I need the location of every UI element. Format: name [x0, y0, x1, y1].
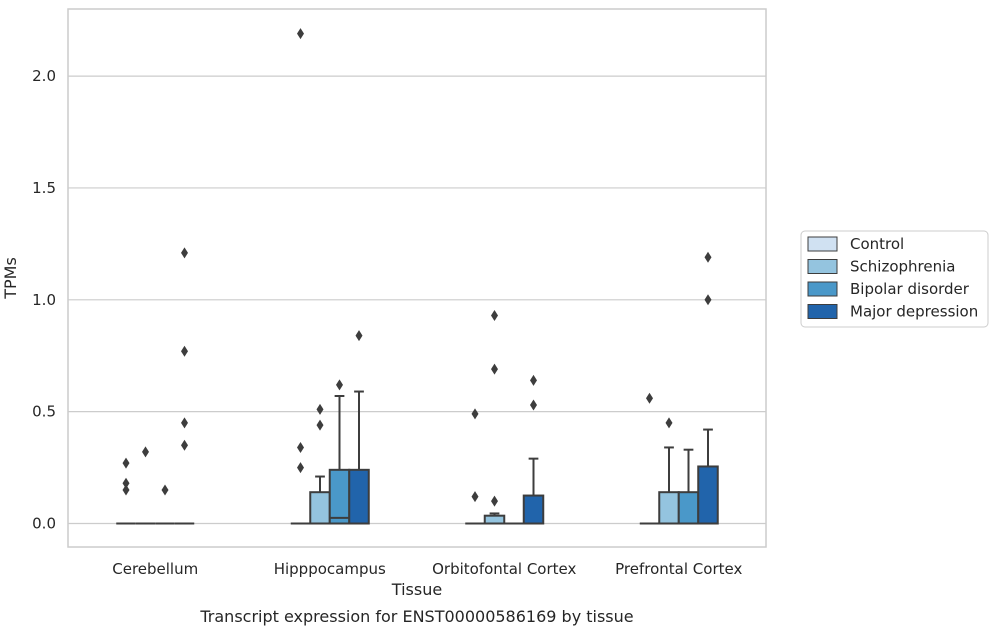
- box-body: [309, 491, 331, 525]
- legend-swatch: [807, 259, 838, 274]
- box-body: [522, 494, 545, 525]
- y-axis-ticks: 0.0 0.5 1.0 1.5 2.0: [32, 67, 56, 532]
- box-major-depression: [348, 330, 370, 525]
- outlier-point: [491, 495, 498, 507]
- outlier-point: [122, 484, 130, 496]
- outlier-point: [161, 484, 169, 496]
- legend-swatch: [807, 281, 838, 297]
- outlier-point: [297, 441, 304, 453]
- x-tick-label: Cerebellum: [112, 560, 198, 578]
- legend: Control Schizophrenia Bipolar disorder Majo…: [800, 230, 989, 328]
- x-axis-label: Tissue: [391, 580, 442, 599]
- x-tick-label: Orbitofontal Cortex: [432, 560, 576, 578]
- box-major-depression: [522, 374, 545, 525]
- box-body: [483, 514, 506, 525]
- box-schizophrenia: [658, 417, 680, 525]
- outlier-point: [491, 363, 498, 375]
- box-major-depression: [697, 251, 719, 525]
- box-bipolar-disorder: [328, 379, 351, 525]
- legend-swatch: [807, 236, 838, 252]
- box-body: [348, 468, 370, 525]
- outlier-point: [471, 491, 479, 503]
- outlier-point: [336, 379, 343, 391]
- legend-swatch: [807, 304, 838, 319]
- legend-label: Major depression: [850, 303, 978, 321]
- outlier-point: [491, 309, 498, 321]
- y-tick-label: 1.0: [32, 291, 56, 309]
- outlier-point: [471, 408, 479, 420]
- box-schizophrenia: [483, 309, 506, 525]
- y-tick-label: 0.5: [32, 403, 56, 421]
- box-schizophrenia: [135, 446, 156, 525]
- legend-label: Control: [850, 235, 904, 253]
- outlier-point: [646, 392, 653, 404]
- plot-frame: [67, 8, 767, 548]
- box-major-depression: [174, 247, 195, 525]
- outlier-point: [355, 330, 363, 342]
- outlier-point: [316, 419, 324, 431]
- outlier-point: [122, 457, 130, 469]
- boxes: [116, 28, 719, 525]
- outlier-point: [665, 417, 673, 429]
- box-body: [697, 465, 719, 525]
- legend-label: Bipolar disorder: [850, 280, 970, 298]
- outlier-point: [704, 251, 712, 263]
- outlier-point: [181, 345, 188, 357]
- x-tick-label: Prefrontal Cortex: [615, 560, 742, 578]
- x-axis-ticks: Cerebellum Hipppocampus Orbitofontal Corte…: [112, 560, 742, 578]
- legend-label: Schizophrenia: [850, 258, 955, 276]
- outlier-point: [181, 247, 188, 259]
- box-control: [116, 457, 136, 525]
- outlier-point: [181, 439, 188, 451]
- legend-frame: [800, 230, 989, 328]
- box-body: [658, 491, 680, 525]
- box-bipolar-disorder: [155, 484, 175, 525]
- outlier-point: [181, 417, 188, 429]
- outlier-point: [297, 28, 304, 40]
- outlier-point: [122, 477, 130, 489]
- y-tick-label: 2.0: [32, 67, 56, 85]
- box-control: [465, 408, 485, 525]
- y-tick-label: 0.0: [32, 515, 56, 533]
- box-schizophrenia: [309, 403, 331, 525]
- outlier-point: [704, 294, 712, 306]
- outlier-point: [530, 399, 537, 411]
- box-body: [677, 491, 700, 525]
- outlier-point: [142, 446, 149, 458]
- outlier-point: [530, 374, 537, 386]
- box-body: [328, 468, 351, 525]
- outlier-point: [316, 403, 324, 415]
- x-tick-label: Hipppocampus: [274, 560, 386, 578]
- y-tick-label: 1.5: [32, 179, 56, 197]
- chart-caption: Transcript expression for ENST0000058616…: [199, 607, 633, 626]
- box-control: [639, 392, 660, 525]
- outlier-point: [297, 462, 304, 474]
- box-control: [290, 28, 311, 525]
- y-axis-label: TPMs: [1, 257, 20, 300]
